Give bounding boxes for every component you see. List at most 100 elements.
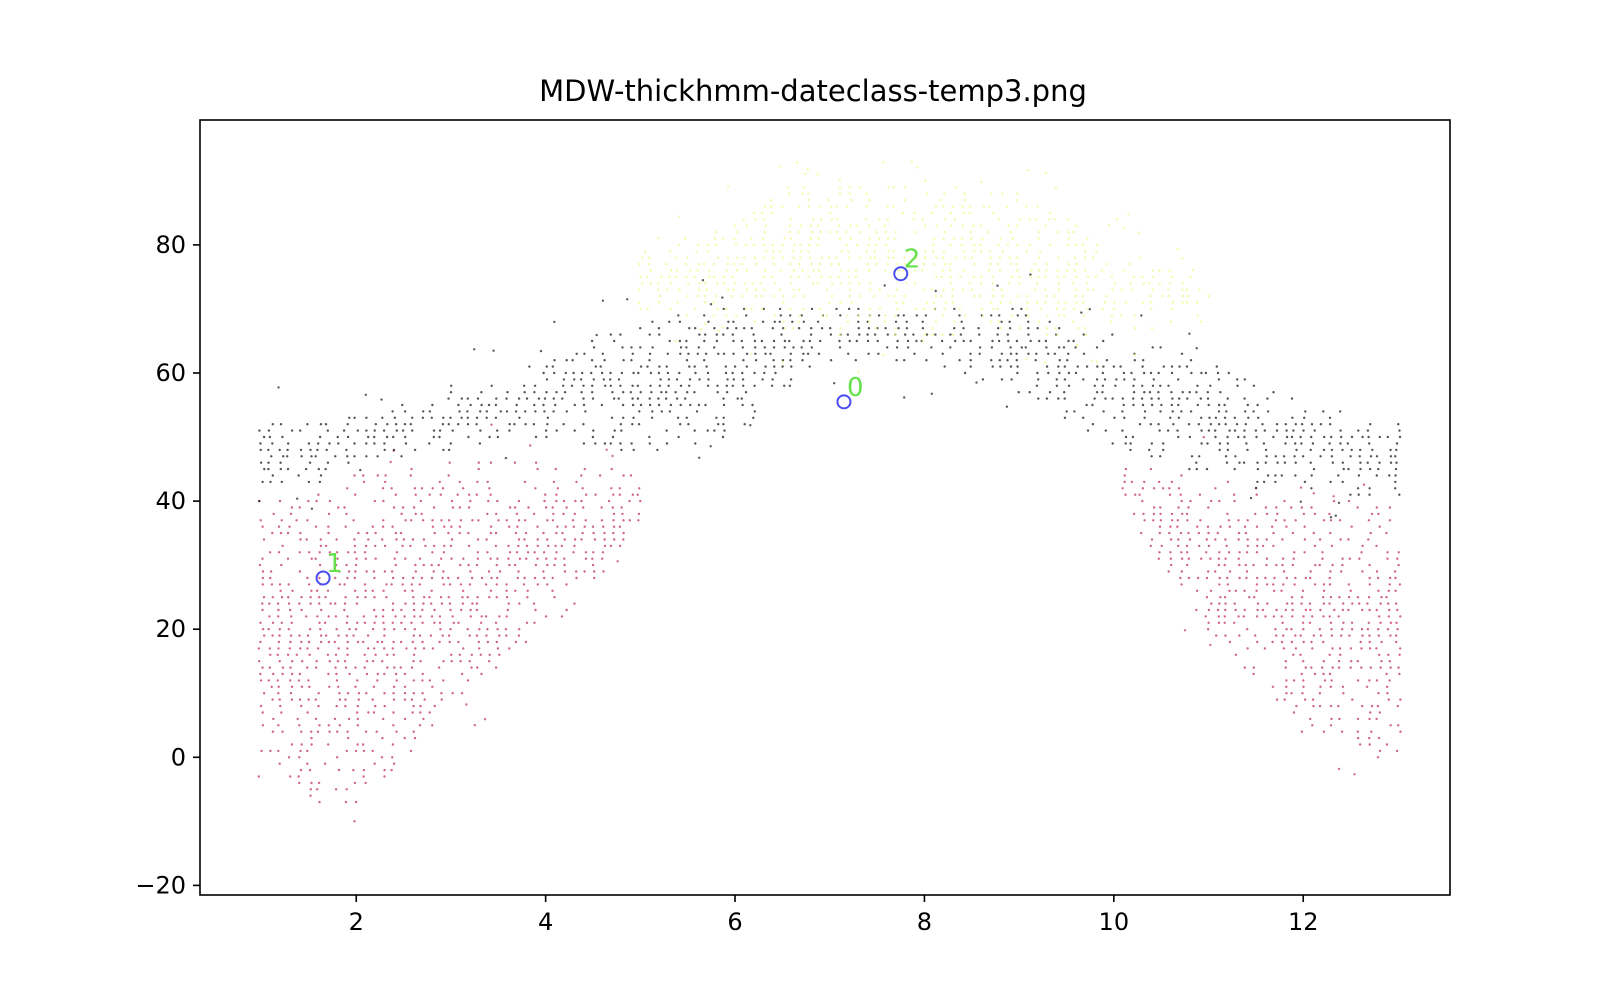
data-point	[277, 724, 280, 727]
data-point	[1072, 307, 1076, 311]
data-point	[792, 256, 795, 259]
data-point	[656, 236, 660, 240]
data-point	[968, 205, 972, 208]
data-point	[1313, 544, 1317, 548]
data-point	[513, 563, 517, 567]
data-point	[1387, 602, 1390, 605]
data-point	[1185, 365, 1189, 368]
data-point	[944, 301, 947, 304]
data-point	[884, 314, 887, 317]
data-point	[1228, 570, 1232, 573]
data-point	[571, 519, 575, 522]
data-point	[449, 416, 452, 419]
data-point	[1291, 615, 1294, 618]
data-point	[674, 275, 677, 279]
data-point	[959, 275, 962, 279]
data-point	[338, 570, 341, 573]
data-point	[553, 563, 556, 567]
data-point	[1375, 647, 1378, 650]
data-point	[727, 185, 730, 188]
data-point	[1349, 666, 1352, 669]
data-point	[1285, 628, 1288, 631]
data-point	[590, 371, 593, 375]
data-point	[1309, 461, 1312, 464]
data-point	[450, 660, 453, 663]
data-point	[999, 365, 1002, 368]
data-point	[1195, 391, 1198, 394]
data-point	[498, 570, 502, 573]
data-point	[1322, 448, 1326, 452]
data-point	[514, 640, 518, 644]
data-point	[508, 551, 512, 554]
data-point	[669, 307, 672, 311]
data-point	[552, 512, 555, 516]
data-point	[551, 519, 555, 522]
data-point	[591, 525, 595, 528]
data-point	[1294, 576, 1297, 580]
data-point	[678, 339, 682, 343]
data-point	[838, 333, 842, 336]
data-point	[466, 679, 470, 682]
data-point	[722, 397, 725, 400]
data-point	[988, 205, 991, 208]
data-point	[1207, 403, 1210, 407]
data-point	[410, 621, 413, 624]
data-point	[1290, 640, 1294, 644]
data-point	[1008, 320, 1011, 323]
data-point	[942, 250, 946, 253]
data-point	[716, 256, 720, 259]
data-point	[772, 250, 775, 253]
y-tick-label: 40	[155, 487, 186, 515]
data-point	[1196, 525, 1199, 528]
data-point	[1375, 506, 1379, 509]
data-point	[545, 435, 548, 439]
data-point	[1337, 501, 1341, 505]
data-point	[1328, 416, 1332, 419]
data-point	[508, 423, 511, 426]
data-point	[1389, 448, 1392, 452]
data-point	[1375, 455, 1379, 458]
data-point	[1246, 538, 1249, 541]
data-point	[392, 698, 396, 701]
data-point	[554, 557, 557, 560]
data-point	[846, 333, 849, 336]
data-point	[1056, 333, 1059, 336]
data-point	[1339, 653, 1342, 656]
data-point	[364, 544, 368, 548]
data-point	[732, 378, 735, 381]
data-point	[1360, 551, 1363, 554]
data-point	[1299, 435, 1302, 439]
data-point	[363, 551, 367, 554]
data-point	[554, 467, 557, 471]
data-point	[573, 403, 576, 407]
data-point	[1086, 429, 1090, 432]
data-point	[960, 243, 963, 247]
data-point	[664, 397, 668, 400]
data-point	[354, 666, 357, 669]
data-point	[847, 269, 850, 272]
data-point	[942, 205, 945, 208]
data-point	[1397, 724, 1400, 727]
data-point	[517, 538, 521, 541]
data-point	[484, 583, 488, 586]
data-point	[380, 756, 384, 759]
data-point	[1357, 429, 1360, 432]
data-point	[338, 724, 341, 727]
data-point	[1037, 269, 1041, 272]
data-point	[736, 397, 739, 400]
data-point	[561, 531, 564, 535]
data-point	[258, 429, 261, 432]
data-point	[526, 596, 529, 599]
data-point	[1020, 307, 1023, 311]
data-point	[902, 314, 905, 317]
data-point	[1064, 301, 1068, 304]
data-point	[487, 403, 491, 407]
data-point	[395, 551, 399, 554]
data-point	[612, 531, 615, 535]
data-point	[1284, 608, 1288, 612]
data-point	[1389, 724, 1392, 727]
data-point	[840, 250, 843, 253]
data-point	[574, 499, 577, 503]
data-point	[1223, 403, 1226, 407]
